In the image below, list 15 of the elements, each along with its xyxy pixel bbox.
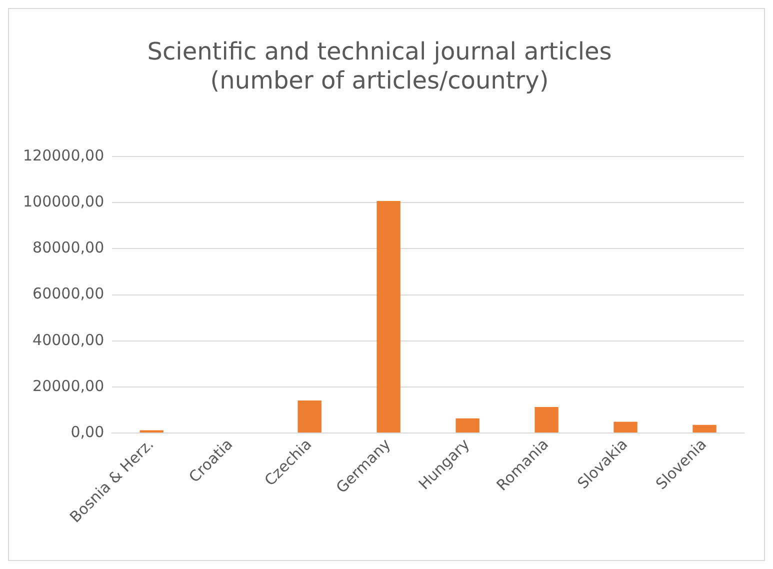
y-tick-label: 60000,00 bbox=[32, 284, 104, 303]
bar bbox=[376, 201, 400, 432]
y-tick-label: 20000,00 bbox=[32, 376, 104, 395]
bar bbox=[614, 422, 638, 432]
bar bbox=[456, 418, 480, 432]
bar bbox=[298, 400, 322, 432]
y-tick-label: 120000,00 bbox=[22, 146, 104, 164]
bar bbox=[534, 406, 558, 432]
text: Scientific and technical journal articles bbox=[147, 38, 612, 66]
y-tick-label: 100000,00 bbox=[22, 192, 104, 211]
bar bbox=[692, 424, 716, 432]
y-tick-label: 40000,00 bbox=[32, 330, 104, 349]
y-tick-label: 80000,00 bbox=[32, 238, 104, 257]
text: (number of articles/country) bbox=[210, 66, 549, 94]
y-tick-label: 0,00 bbox=[70, 422, 104, 441]
